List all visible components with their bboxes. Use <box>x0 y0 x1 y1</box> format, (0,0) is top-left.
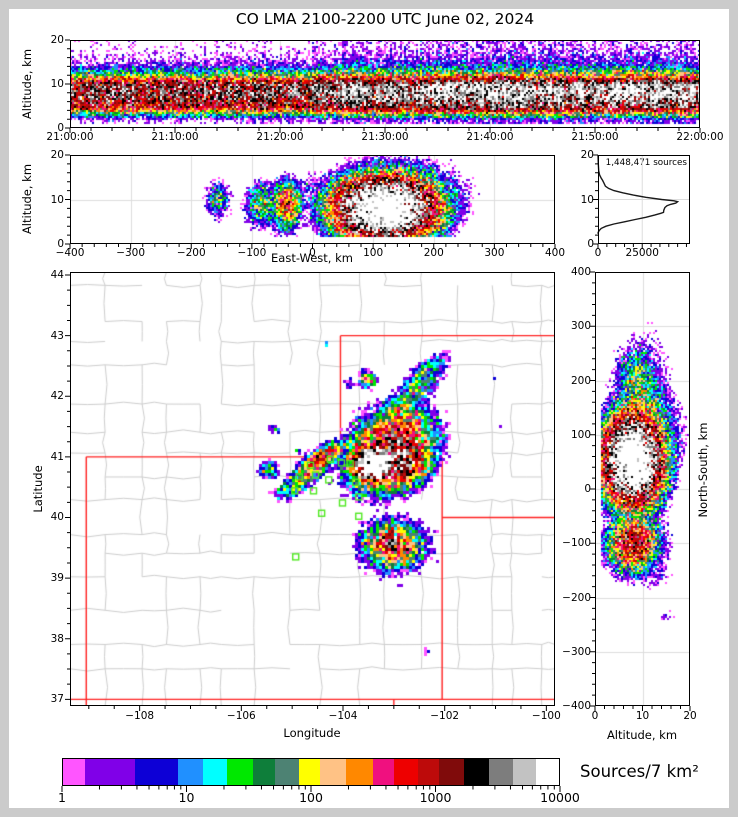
tick-label: 21:20:00 <box>256 131 304 143</box>
tick-label: 0 <box>591 710 599 722</box>
tick-label: 200 <box>423 247 444 259</box>
tick-label: 10 <box>580 193 594 206</box>
tick-label: 21:00:00 <box>46 131 94 143</box>
tick-label: 100 <box>570 428 591 441</box>
tick-label: 21:30:00 <box>361 131 409 143</box>
tick-label: −102 <box>430 710 460 722</box>
tick-label: 43 <box>50 329 64 342</box>
tick-label: 0 <box>57 238 64 250</box>
tick-label: 25000 <box>625 247 659 259</box>
tick-label: 38 <box>50 632 64 645</box>
tick-label: 300 <box>570 320 591 333</box>
tick-label: 22:00:00 <box>676 131 724 143</box>
tick-label: 21:40:00 <box>466 131 514 143</box>
tick-label: 37 <box>50 693 64 706</box>
colorbar-segment <box>253 759 276 785</box>
tick-label: 0 <box>587 238 594 250</box>
tick-label: 400 <box>570 266 591 278</box>
tick-label: 20 <box>50 34 64 46</box>
colorbar-segment <box>63 759 86 785</box>
tick-label: −400 <box>562 700 591 712</box>
tick-label: 200 <box>570 374 591 387</box>
panel-north-south-height <box>595 272 690 706</box>
tick-label: 21:10:00 <box>151 131 199 143</box>
tick-label: −400 <box>55 247 85 259</box>
tick-label: −200 <box>562 591 591 604</box>
colorbar-segment <box>417 759 439 785</box>
colorbar-segment <box>438 759 464 785</box>
plan-view-canvas <box>70 272 555 706</box>
tick-label: 42 <box>50 390 64 403</box>
colorbar-tick-label: 10 <box>178 790 195 805</box>
tick-label: 44 <box>50 269 64 282</box>
tick-label: 0 <box>584 483 591 495</box>
panel-plan-view-map <box>70 272 555 706</box>
colorbar-tick-label: 100 <box>299 790 323 805</box>
colorbar-segment <box>227 759 254 785</box>
tick-label: −106 <box>226 710 256 722</box>
colorbar <box>62 758 560 786</box>
east-west-canvas <box>70 155 555 244</box>
colorbar-segment <box>135 759 179 785</box>
colorbar-segment <box>85 759 136 785</box>
tick-label: 300 <box>484 247 505 259</box>
colorbar-tick-label: 10000 <box>540 790 580 805</box>
tick-label: 20 <box>683 710 697 722</box>
time-height-canvas <box>70 40 700 128</box>
colorbar-segment <box>372 759 394 785</box>
time-height-ylabel: Altitude, km <box>20 48 34 120</box>
colorbar-segment <box>535 759 559 785</box>
tick-label: −104 <box>328 710 358 722</box>
tick-label: 100 <box>363 247 384 259</box>
map-ylabel: Latitude <box>31 465 45 513</box>
colorbar-tick-label: 1 <box>58 790 66 805</box>
colorbar-segment <box>393 759 418 785</box>
tick-label: 0 <box>57 122 64 134</box>
colorbar-segment <box>299 759 321 785</box>
tick-label: 41 <box>50 450 64 463</box>
tick-label: −108 <box>125 710 155 722</box>
colorbar-segment <box>345 759 373 785</box>
east-west-ylabel: Altitude, km <box>20 163 34 235</box>
figure-title: CO LMA 2100-2200 UTC June 02, 2024 <box>235 10 535 28</box>
north-south-canvas <box>595 272 690 706</box>
panel-time-height <box>70 40 700 128</box>
tick-label: 20 <box>580 149 594 161</box>
tick-label: 400 <box>544 247 566 259</box>
tick-label: −300 <box>562 645 591 658</box>
tick-label: 40 <box>50 511 64 524</box>
colorbar-segment <box>463 759 489 785</box>
colorbar-tick-label: 1000 <box>419 790 452 805</box>
tick-label: 0 <box>594 247 602 259</box>
tick-label: −300 <box>116 247 146 259</box>
tick-label: −200 <box>176 247 206 259</box>
map-xlabel: Longitude <box>283 726 341 740</box>
tick-label: 10 <box>50 78 64 90</box>
colorbar-label: Sources/7 km² <box>580 762 699 781</box>
tick-label: −100 <box>237 247 267 259</box>
colorbar-segment <box>178 759 204 785</box>
tick-label: −100 <box>562 537 591 550</box>
north-south-ylabel: North-South, km <box>696 422 710 518</box>
source-count-annotation: 1,448,471 sources <box>605 158 687 168</box>
colorbar-segment <box>320 759 346 785</box>
colorbar-segment <box>203 759 228 785</box>
tick-label: 39 <box>50 572 64 585</box>
panel-east-west-height <box>70 155 555 244</box>
tick-label: 10 <box>50 193 64 206</box>
tick-label: −100 <box>531 710 561 722</box>
tick-label: 0 <box>309 247 316 259</box>
tick-label: 10 <box>635 710 650 722</box>
tick-label: 20 <box>50 149 64 161</box>
colorbar-segment <box>488 759 513 785</box>
north-south-xlabel: Altitude, km <box>606 728 678 742</box>
colorbar-segment <box>512 759 536 785</box>
tick-label: 21:50:00 <box>571 131 619 143</box>
colorbar-segment <box>275 759 300 785</box>
